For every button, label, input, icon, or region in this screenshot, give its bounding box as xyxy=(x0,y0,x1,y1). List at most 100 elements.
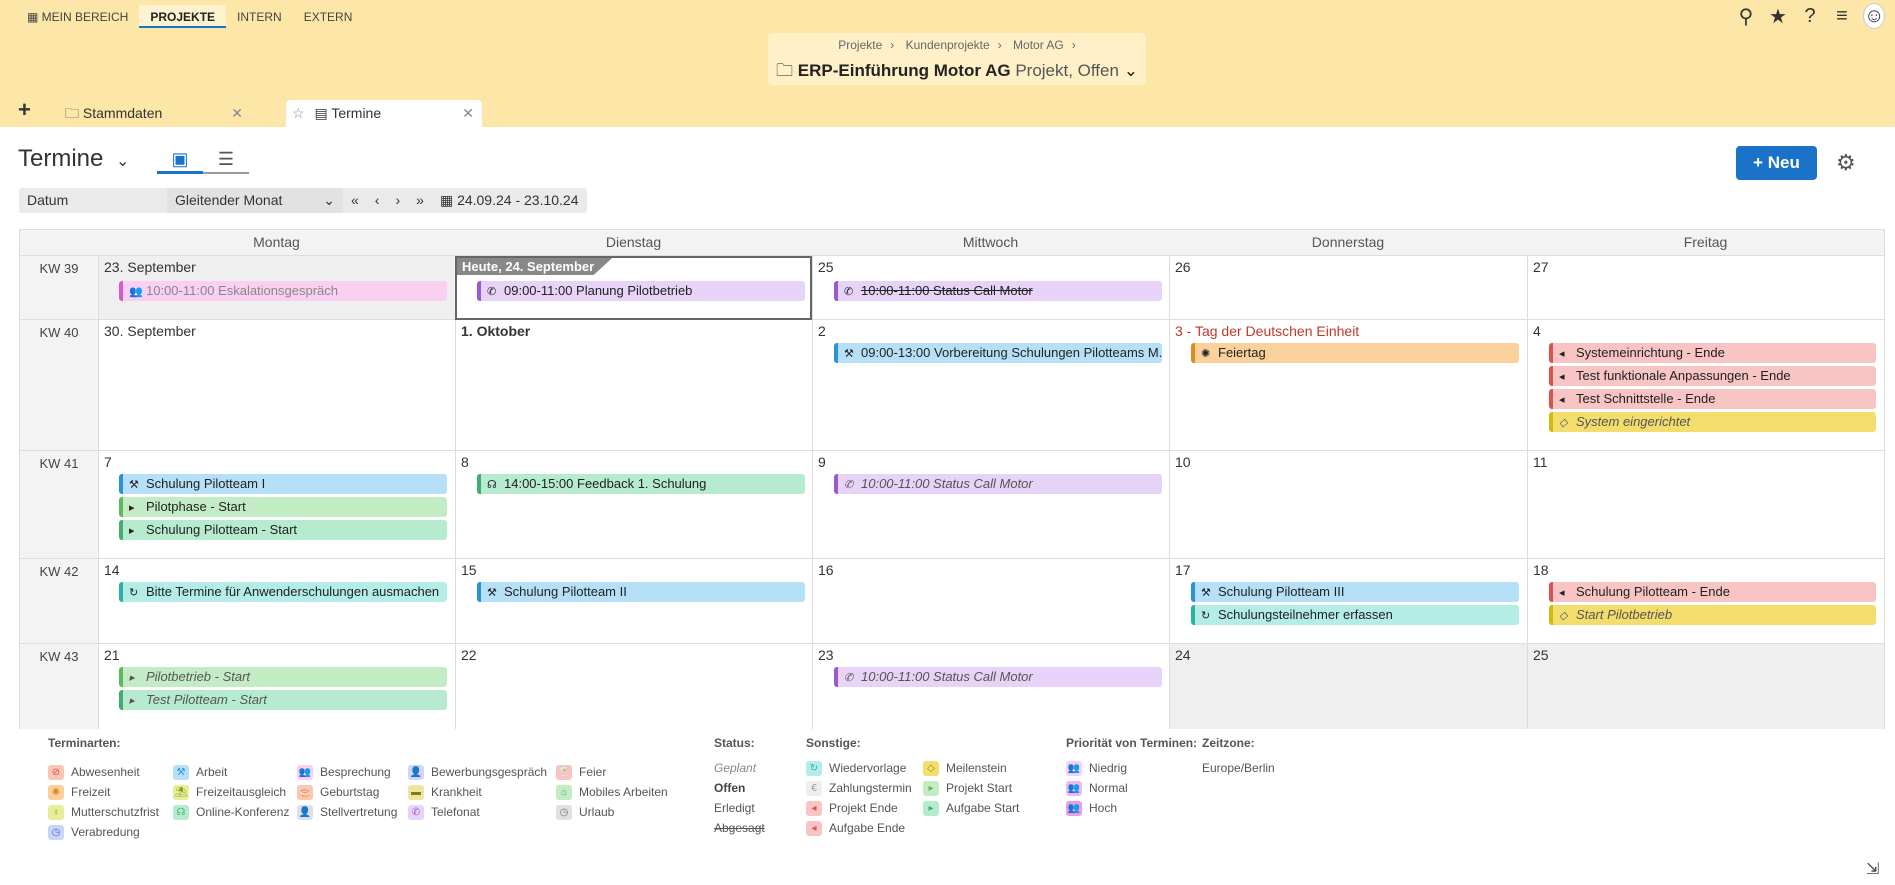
page-title[interactable]: Termine ⌄ xyxy=(18,145,130,172)
breadcrumb-projekte[interactable]: Projekte xyxy=(838,38,883,52)
nav-intern[interactable]: INTERN xyxy=(237,10,282,24)
day-cell[interactable]: 16 xyxy=(812,559,1169,644)
list-view-icon[interactable]: ☰ xyxy=(203,146,249,174)
event-item[interactable]: ↻ Schulungsteilnehmer erfassen xyxy=(1191,605,1519,625)
chevron-down-icon: ⌄ xyxy=(116,153,130,170)
avatar[interactable]: ☺ xyxy=(1863,3,1885,29)
breadcrumb-motor-ag[interactable]: Motor AG xyxy=(1013,38,1064,52)
day-cell[interactable]: 3 - Tag der Deutschen Einheit xyxy=(1169,320,1527,451)
project-start-icon: ▸ xyxy=(129,502,135,514)
view-switcher: ▣ ☰ xyxy=(157,146,249,174)
phone-icon: ✆ xyxy=(844,479,854,491)
legend-item: ◂ Projekt Ende xyxy=(806,798,923,818)
day-number: 17 xyxy=(1175,562,1191,578)
day-cell[interactable]: 25 xyxy=(1527,644,1884,729)
day-cell[interactable]: 11 xyxy=(1527,451,1884,559)
chevron-down-icon: ⌄ xyxy=(323,192,335,208)
event-item[interactable]: ◂ Systemeinrichtung - Ende xyxy=(1549,343,1876,363)
day-number: 25 xyxy=(818,259,834,275)
legend-item: € Zahlungstermin xyxy=(806,778,923,798)
day-cell[interactable]: 22 xyxy=(455,644,812,729)
legend-item: ♀ Mutterschutzfrist xyxy=(48,802,173,822)
event-item[interactable]: ↻ Bitte Termine für Anwenderschulungen au… xyxy=(119,582,447,602)
nav-projekte[interactable]: PROJEKTE xyxy=(139,5,227,28)
export-icon[interactable]: ⇲ xyxy=(1866,861,1880,878)
event-item[interactable]: ◂ Test funktionale Anpassungen - Ende xyxy=(1549,366,1876,386)
event-item[interactable]: ⚒ Schulung Pilotteam III xyxy=(1191,582,1519,602)
settings-sliders-icon[interactable]: ⚙ xyxy=(1836,150,1856,175)
week-label: KW 40 xyxy=(20,320,98,451)
event-item[interactable]: ✺ Feiertag xyxy=(1191,343,1519,363)
corner-cell xyxy=(20,230,98,256)
pin-icon[interactable]: ☆ xyxy=(292,105,305,121)
event-item[interactable]: ⚒ Schulung Pilotteam I xyxy=(119,474,447,494)
work-icon: ⚒ xyxy=(129,479,139,491)
prev-icon[interactable]: ‹ xyxy=(374,192,380,208)
legend-item: Erledigt xyxy=(714,801,755,815)
menu-icon[interactable]: ≡ xyxy=(1836,4,1848,27)
event-item[interactable]: ◂ Test Schnittstelle - Ende xyxy=(1549,389,1876,409)
event-item[interactable]: ☊ 14:00-15:00 Feedback 1. Schulung xyxy=(477,474,805,494)
star-icon[interactable]: ★ xyxy=(1769,5,1787,28)
event-item[interactable]: ▸ Test Pilotteam - Start xyxy=(119,690,447,710)
new-button[interactable]: + Neu xyxy=(1736,146,1817,180)
event-item[interactable]: ✆ 10:00-11:00 Status Call Motor xyxy=(834,667,1162,687)
event-item[interactable]: ◇ System eingerichtet xyxy=(1549,412,1876,432)
event-item[interactable]: ⚒ Schulung Pilotteam II xyxy=(477,582,805,602)
day-cell[interactable]: 1. Oktober xyxy=(455,320,812,451)
date-range[interactable]: ▦ 24.09.24 - 23.10.24 xyxy=(439,192,579,208)
event-item[interactable]: 👥 10:00-11:00 Eskalationsgespräch xyxy=(119,281,447,301)
event-item[interactable]: ✆ 10:00-11:00 Status Call Motor xyxy=(834,474,1162,494)
main-nav: ▦ MEIN BEREICH PROJEKTE INTERN EXTERN xyxy=(16,5,363,28)
day-number: 2 xyxy=(818,323,826,339)
meeting-icon: 👥 xyxy=(297,764,313,780)
event-item[interactable]: ✆ 10:00-11:00 Status Call Motor xyxy=(834,281,1162,301)
day-cell[interactable]: 30. September xyxy=(98,320,455,451)
breadcrumb-kundenprojekte[interactable]: Kundenprojekte xyxy=(905,38,990,52)
event-item[interactable]: ▸ Schulung Pilotteam - Start xyxy=(119,520,447,540)
project-title[interactable]: 🗀 ERP-Einführung Motor AG Projekt, Offen… xyxy=(776,61,1138,80)
legend-item: Geplant xyxy=(714,761,757,775)
party-icon: 🍸 xyxy=(556,764,572,780)
event-item[interactable]: ⚒ 09:00-13:00 Vorbereitung Schulungen Pil… xyxy=(834,343,1162,363)
date-field-select[interactable]: Datum xyxy=(27,192,69,208)
birthday-icon: 🎂 xyxy=(297,784,313,800)
task-end-icon: ◂ xyxy=(806,820,822,836)
nav-extern[interactable]: EXTERN xyxy=(303,10,353,24)
project-start-icon: ▸ xyxy=(923,780,939,796)
calendar-view-icon[interactable]: ▣ xyxy=(157,146,203,174)
day-cell[interactable]: 26 xyxy=(1169,256,1527,320)
day-cell[interactable]: 24 xyxy=(1169,644,1527,729)
help-icon[interactable]: ? xyxy=(1804,4,1816,27)
legend-item: Abgesagt xyxy=(714,821,765,835)
period-select[interactable]: Gleitender Monat ⌄ xyxy=(167,188,343,213)
day-cell[interactable]: 27 xyxy=(1527,256,1884,320)
next-icon[interactable]: › xyxy=(395,192,401,208)
event-item[interactable]: ✆ 09:00-11:00 Planung Pilotbetrieb xyxy=(477,281,805,301)
first-page-icon[interactable]: « xyxy=(351,192,359,208)
task-start-icon: ▸ xyxy=(129,695,135,707)
last-page-icon[interactable]: » xyxy=(416,192,424,208)
interview-icon: 👤 xyxy=(408,764,424,780)
online-conference-icon: ☊ xyxy=(173,804,189,820)
tab-termine[interactable]: ☆ ▤ Termine ✕ xyxy=(286,100,482,127)
event-item[interactable]: ◇ Start Pilotbetrieb xyxy=(1549,605,1876,625)
nav-mein-bereich[interactable]: ▦ MEIN BEREICH xyxy=(27,10,129,24)
tab-stammdaten[interactable]: 🗀 Stammdaten ✕ xyxy=(65,100,251,127)
close-icon[interactable]: ✕ xyxy=(231,105,243,121)
day-cell[interactable]: 8 xyxy=(455,451,812,559)
event-item[interactable]: ▸ Pilotbetrieb - Start xyxy=(119,667,447,687)
calendar-icon: ▦ xyxy=(439,192,454,208)
search-icon[interactable]: ⚲ xyxy=(1738,5,1754,28)
event-item[interactable]: ▸ Pilotphase - Start xyxy=(119,497,447,517)
dayhead-montag: Montag xyxy=(98,230,455,256)
event-item[interactable]: ◂ Schulung Pilotteam - Ende xyxy=(1549,582,1876,602)
project-start-icon: ▸ xyxy=(129,672,135,684)
day-cell[interactable]: 9 xyxy=(812,451,1169,559)
add-tab-button[interactable]: + xyxy=(18,97,31,122)
day-cell[interactable]: 10 xyxy=(1169,451,1527,559)
legend-item: Offen xyxy=(714,781,746,795)
day-cell[interactable]: 2 xyxy=(812,320,1169,451)
legend-item: 👥 Hoch xyxy=(1066,800,1118,816)
close-icon[interactable]: ✕ xyxy=(462,105,474,121)
